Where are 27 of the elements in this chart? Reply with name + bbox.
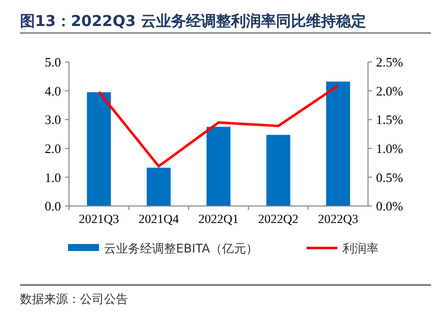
y-tick-label: 4.0 bbox=[44, 83, 61, 98]
y-tick-label: 1.0 bbox=[44, 170, 61, 185]
x-tick-label: 2022Q1 bbox=[198, 212, 239, 226]
line-series bbox=[98, 84, 340, 168]
bar bbox=[146, 168, 171, 206]
y2-tick-label: 1.5% bbox=[376, 112, 404, 128]
legend-label: 云业务经调整EBITA（亿元） bbox=[104, 242, 258, 256]
y2-tick-label: 0.0% bbox=[376, 198, 404, 214]
x-tick-label: 2021Q3 bbox=[78, 212, 120, 226]
x-tick-label: 2022Q3 bbox=[318, 212, 358, 226]
bar bbox=[206, 126, 230, 206]
y2-tick-label: 0.5% bbox=[376, 170, 404, 185]
y-tick-label: 2.0 bbox=[44, 140, 61, 156]
bar bbox=[266, 134, 290, 206]
chart-title: 图13：2022Q3 云业务经调整利润率同比维持稳定 bbox=[20, 12, 366, 30]
y2-tick-label: 1.0% bbox=[376, 140, 404, 156]
y-tick-label: 3.0 bbox=[44, 112, 61, 128]
y-tick-label: 0.0 bbox=[44, 198, 61, 214]
legend-label: 利润率 bbox=[342, 242, 378, 256]
source-note: 数据来源：公司公告 bbox=[20, 292, 128, 306]
y2-tick-label: 2.0% bbox=[376, 83, 404, 98]
x-tick-label: 2021Q4 bbox=[138, 212, 180, 226]
bar bbox=[326, 82, 350, 206]
x-tick-label: 2022Q2 bbox=[258, 212, 298, 226]
y2-tick-label: 2.5% bbox=[376, 54, 404, 70]
bar bbox=[86, 92, 111, 206]
y-tick-label: 5.0 bbox=[44, 54, 61, 70]
